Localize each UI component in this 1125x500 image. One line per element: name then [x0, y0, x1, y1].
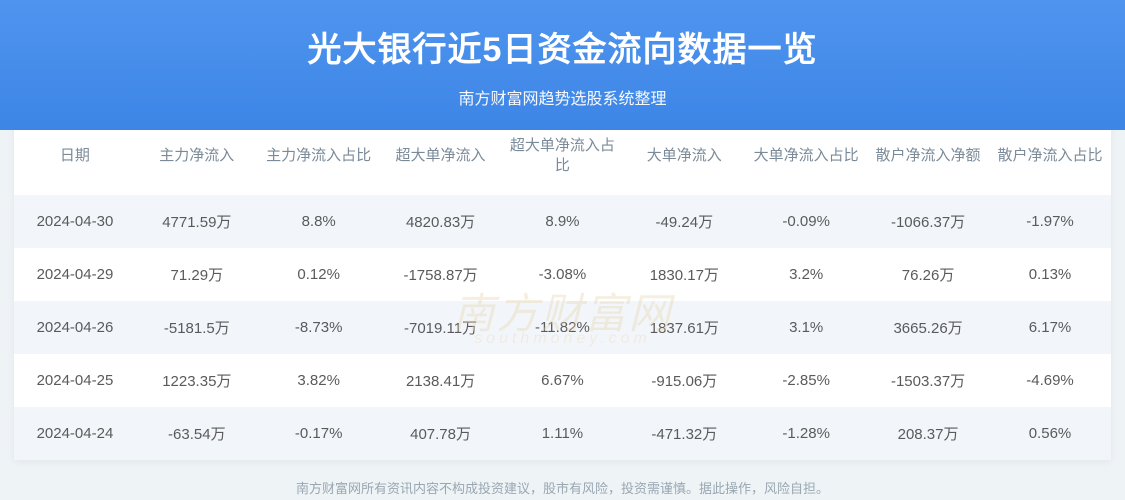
table-row: 2024-04-251223.35万3.82%2138.41万6.67%-915… [14, 354, 1111, 407]
table-cell: 407.78万 [380, 407, 502, 460]
table-cell: -11.82% [502, 301, 624, 354]
table-cell: 76.26万 [867, 248, 989, 301]
table-cell: 6.67% [502, 354, 624, 407]
table-cell: 208.37万 [867, 407, 989, 460]
table-cell: 3.82% [258, 354, 380, 407]
table-cell: -1066.37万 [867, 195, 989, 248]
table-cell: -49.24万 [623, 195, 745, 248]
table-cell: 2138.41万 [380, 354, 502, 407]
table-body: 2024-04-304771.59万8.8%4820.83万8.9%-49.24… [14, 195, 1111, 460]
table-cell: 1830.17万 [623, 248, 745, 301]
table-cell: 2024-04-25 [14, 354, 136, 407]
table-row: 2024-04-24-63.54万-0.17%407.78万1.11%-471.… [14, 407, 1111, 460]
table-cell: 2024-04-30 [14, 195, 136, 248]
table-cell: 3665.26万 [867, 301, 989, 354]
table-cell: 4771.59万 [136, 195, 258, 248]
table-cell: 2024-04-24 [14, 407, 136, 460]
table-cell: -471.32万 [623, 407, 745, 460]
page-subtitle: 南方财富网趋势选股系统整理 [0, 85, 1125, 109]
table-cell: 8.8% [258, 195, 380, 248]
table-cell: 1.11% [502, 407, 624, 460]
table-cell: 8.9% [502, 195, 624, 248]
table-cell: 4820.83万 [380, 195, 502, 248]
table-cell: -4.69% [989, 354, 1111, 407]
table-cell: 3.1% [745, 301, 867, 354]
table-cell: 0.13% [989, 248, 1111, 301]
page-title: 光大银行近5日资金流向数据一览 [0, 22, 1125, 71]
disclaimer: 南方财富网所有资讯内容不构成投资建议，股市有风险，投资需谨慎。据此操作，风险自担… [0, 460, 1125, 497]
table-row: 2024-04-304771.59万8.8%4820.83万8.9%-49.24… [14, 195, 1111, 248]
table-cell: -7019.11万 [380, 301, 502, 354]
hero-banner: 光大银行近5日资金流向数据一览 南方财富网趋势选股系统整理 [0, 0, 1125, 130]
table-row: 2024-04-26-5181.5万-8.73%-7019.11万-11.82%… [14, 301, 1111, 354]
table-cell: 71.29万 [136, 248, 258, 301]
table-cell: -0.17% [258, 407, 380, 460]
table-cell: 3.2% [745, 248, 867, 301]
table-cell: -1758.87万 [380, 248, 502, 301]
data-card: 日期 主力净流入 主力净流入占比 超大单净流入 超大单净流入占比 大单净流入 大… [14, 118, 1111, 460]
table-cell: -63.54万 [136, 407, 258, 460]
table-cell: -915.06万 [623, 354, 745, 407]
table-row: 2024-04-2971.29万0.12%-1758.87万-3.08%1830… [14, 248, 1111, 301]
table-cell: -1503.37万 [867, 354, 989, 407]
table-cell: -5181.5万 [136, 301, 258, 354]
table-cell: 0.12% [258, 248, 380, 301]
table-cell: -2.85% [745, 354, 867, 407]
table-cell: -1.28% [745, 407, 867, 460]
table-cell: 2024-04-26 [14, 301, 136, 354]
table-cell: 0.56% [989, 407, 1111, 460]
table-cell: -1.97% [989, 195, 1111, 248]
table-cell: -0.09% [745, 195, 867, 248]
table-cell: 6.17% [989, 301, 1111, 354]
fund-flow-table: 日期 主力净流入 主力净流入占比 超大单净流入 超大单净流入占比 大单净流入 大… [14, 118, 1111, 460]
table-cell: 2024-04-29 [14, 248, 136, 301]
table-cell: -8.73% [258, 301, 380, 354]
table-cell: 1223.35万 [136, 354, 258, 407]
table-cell: -3.08% [502, 248, 624, 301]
table-cell: 1837.61万 [623, 301, 745, 354]
